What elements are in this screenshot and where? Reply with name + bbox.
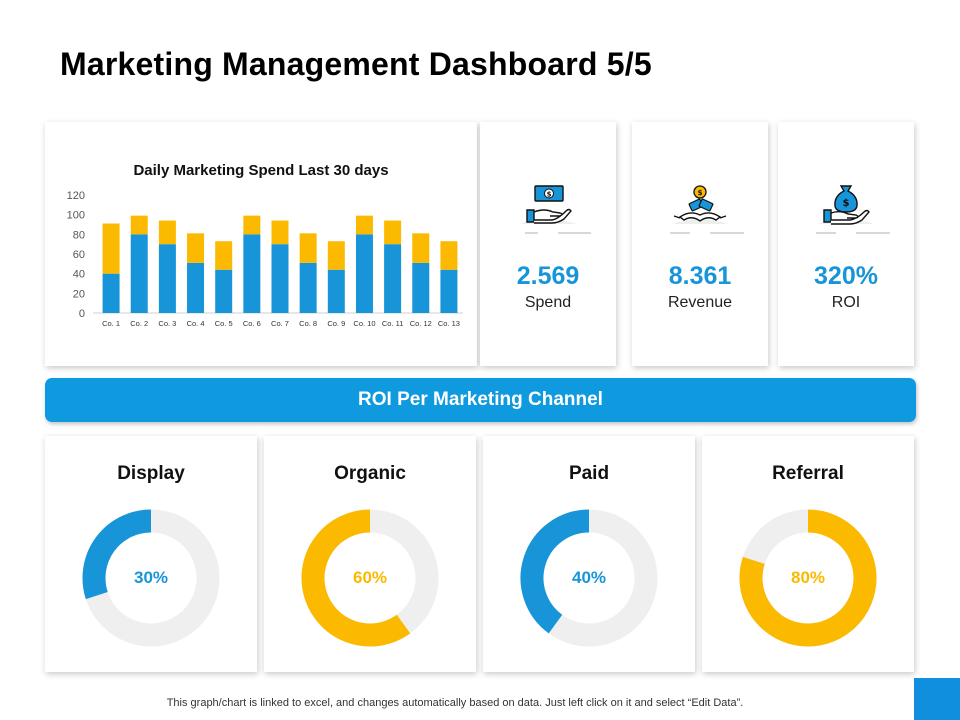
svg-text:$: $ <box>698 189 703 197</box>
bar-segment <box>355 234 373 313</box>
y-tick-label: 100 <box>67 210 85 222</box>
y-tick-label: 80 <box>73 229 85 241</box>
kpi-card-spend: $ 2.569 Spend <box>480 122 616 366</box>
kpi-card-revenue: $ 8.361 Revenue <box>632 122 768 366</box>
bar-segment <box>215 269 233 313</box>
page-title: Marketing Management Dashboard 5/5 <box>60 46 652 82</box>
donut-segment <box>739 509 877 647</box>
donut-chart-referral <box>739 509 877 647</box>
kpi-value-revenue: 8.361 <box>668 262 732 290</box>
x-tick-label: Co. 10 <box>353 319 375 328</box>
bar-segment <box>355 215 373 235</box>
kpi-value-spend: 2.569 <box>516 262 580 290</box>
bar-segment <box>384 220 402 245</box>
x-tick-label: Co. 5 <box>215 319 233 328</box>
chart-card: Daily Marketing Spend Last 30 days 0 20 40… <box>45 122 477 366</box>
svg-text:$: $ <box>547 191 552 199</box>
channel-title: Referral <box>772 463 844 484</box>
x-tick-label: Co. 12 <box>410 319 432 328</box>
donut-chart-display <box>82 509 220 647</box>
bar-segment <box>327 241 345 270</box>
x-tick-label: Co. 4 <box>187 319 205 328</box>
bar-segment <box>187 233 205 263</box>
x-tick-label: Co. 13 <box>438 319 460 328</box>
bar-segment <box>130 215 148 235</box>
money-hand-icon: $ <box>480 184 616 249</box>
y-tick-label: 0 <box>79 308 85 320</box>
x-tick-label: Co. 9 <box>327 319 345 328</box>
roi-channel-banner: ROI Per Marketing Channel <box>45 378 916 422</box>
kpi-label-roi: ROI <box>831 294 861 311</box>
channel-card-organic: Organic 60% <box>264 436 476 672</box>
donut-segment <box>301 509 411 647</box>
y-tick-label: 20 <box>73 288 85 300</box>
channel-card-paid: Paid 40% <box>483 436 695 672</box>
bar-segment <box>412 262 430 313</box>
x-tick-label: Co. 1 <box>102 319 120 328</box>
bar-segment <box>215 241 233 270</box>
channel-title: Organic <box>334 463 406 484</box>
donut-segment <box>82 509 152 600</box>
channel-card-display: Display 30% <box>45 436 257 672</box>
kpi-card-roi: $ 320% ROI <box>778 122 914 366</box>
bar-segment <box>271 220 289 245</box>
x-tick-label: Co. 3 <box>158 319 176 328</box>
bar-segment <box>440 241 458 270</box>
x-tick-label: Co. 7 <box>271 319 289 328</box>
kpi-value-roi: 320% <box>814 262 878 290</box>
channel-card-referral: Referral 80% <box>702 436 914 672</box>
bar-segment <box>271 244 289 313</box>
y-tick-label: 120 <box>67 190 85 202</box>
x-tick-label: Co. 8 <box>299 319 317 328</box>
channel-title: Paid <box>568 463 610 484</box>
corner-accent <box>914 678 960 720</box>
x-tick-label: Co. 2 <box>130 319 148 328</box>
bar-segment <box>412 233 430 263</box>
channel-title: Display <box>117 463 185 484</box>
bar-segment <box>243 234 261 313</box>
bar-segment <box>102 223 120 274</box>
bar-segment <box>299 233 317 263</box>
donut-chart-organic <box>301 509 439 647</box>
chart-title: Daily Marketing Spend Last 30 days <box>133 162 389 179</box>
channel-percent: 60% <box>352 568 388 587</box>
y-tick-label: 40 <box>73 269 85 281</box>
bar-segment <box>187 262 205 313</box>
bar-segment <box>102 273 120 313</box>
bar-segment <box>158 220 176 245</box>
bar-segment <box>327 269 345 313</box>
bar-segment <box>243 215 261 235</box>
channel-percent: 30% <box>133 568 169 587</box>
x-tick-label: Co. 6 <box>243 319 261 328</box>
channel-percent: 40% <box>571 568 607 587</box>
revenue-hand-icon: $ <box>632 184 768 249</box>
x-tick-label: Co. 11 <box>382 319 404 328</box>
donut-segment <box>520 509 590 634</box>
bar-segment <box>130 234 148 313</box>
donut-chart-paid <box>520 509 658 647</box>
footer-note: This graph/chart is linked to excel, and… <box>166 697 744 709</box>
bar-segment <box>158 244 176 313</box>
bar-segment <box>299 262 317 313</box>
bar-segment <box>440 269 458 313</box>
svg-text:$: $ <box>843 198 850 209</box>
channel-percent: 80% <box>790 568 826 587</box>
kpi-label-revenue: Revenue <box>667 294 733 311</box>
bar-segment <box>384 244 402 313</box>
money-bag-hand-icon: $ <box>778 184 914 249</box>
kpi-label-spend: Spend <box>524 294 572 311</box>
daily-spend-chart: 0 20 40 60 80 100 120 Co. 1 Co. 2 Co. 3 Co. 4 Co. 5… <box>67 190 463 328</box>
y-tick-label: 60 <box>73 249 85 261</box>
